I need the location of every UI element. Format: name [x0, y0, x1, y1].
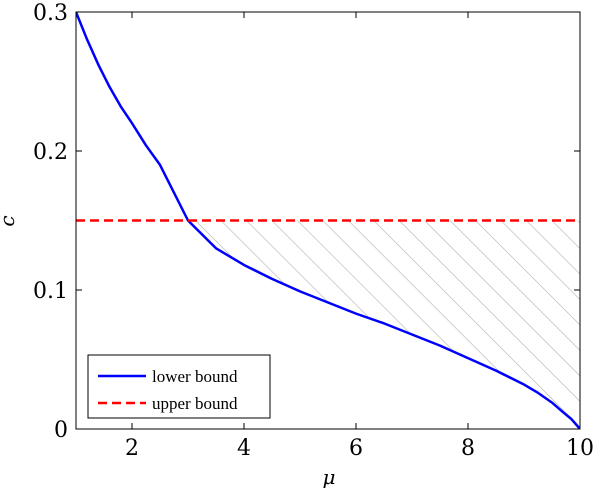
series-line-lower-bound — [76, 12, 580, 429]
y-tick-label: 0 — [54, 418, 68, 443]
legend-box — [87, 354, 271, 419]
y-tick-label: 0.1 — [33, 279, 68, 304]
x-tick-label: 2 — [125, 436, 139, 461]
x-tick-label: 6 — [349, 436, 363, 461]
x-tick-label: 4 — [237, 436, 251, 461]
legend-label-lower-bound: lower bound — [152, 367, 238, 386]
y-axis-label: c — [0, 215, 19, 226]
feasible-region-hatch — [188, 220, 580, 429]
legend-label-upper-bound: upper bound — [152, 394, 238, 413]
y-tick-label: 0.2 — [33, 140, 68, 165]
plot-frame — [75, 11, 581, 430]
legend: lower bound upper bound — [87, 354, 271, 419]
hatched-area — [188, 220, 580, 429]
x-tick-label: 8 — [461, 436, 475, 461]
x-axis-label: μ — [323, 465, 336, 489]
x-tick-label: 10 — [566, 436, 594, 461]
y-tick-label: 0.3 — [33, 1, 68, 26]
